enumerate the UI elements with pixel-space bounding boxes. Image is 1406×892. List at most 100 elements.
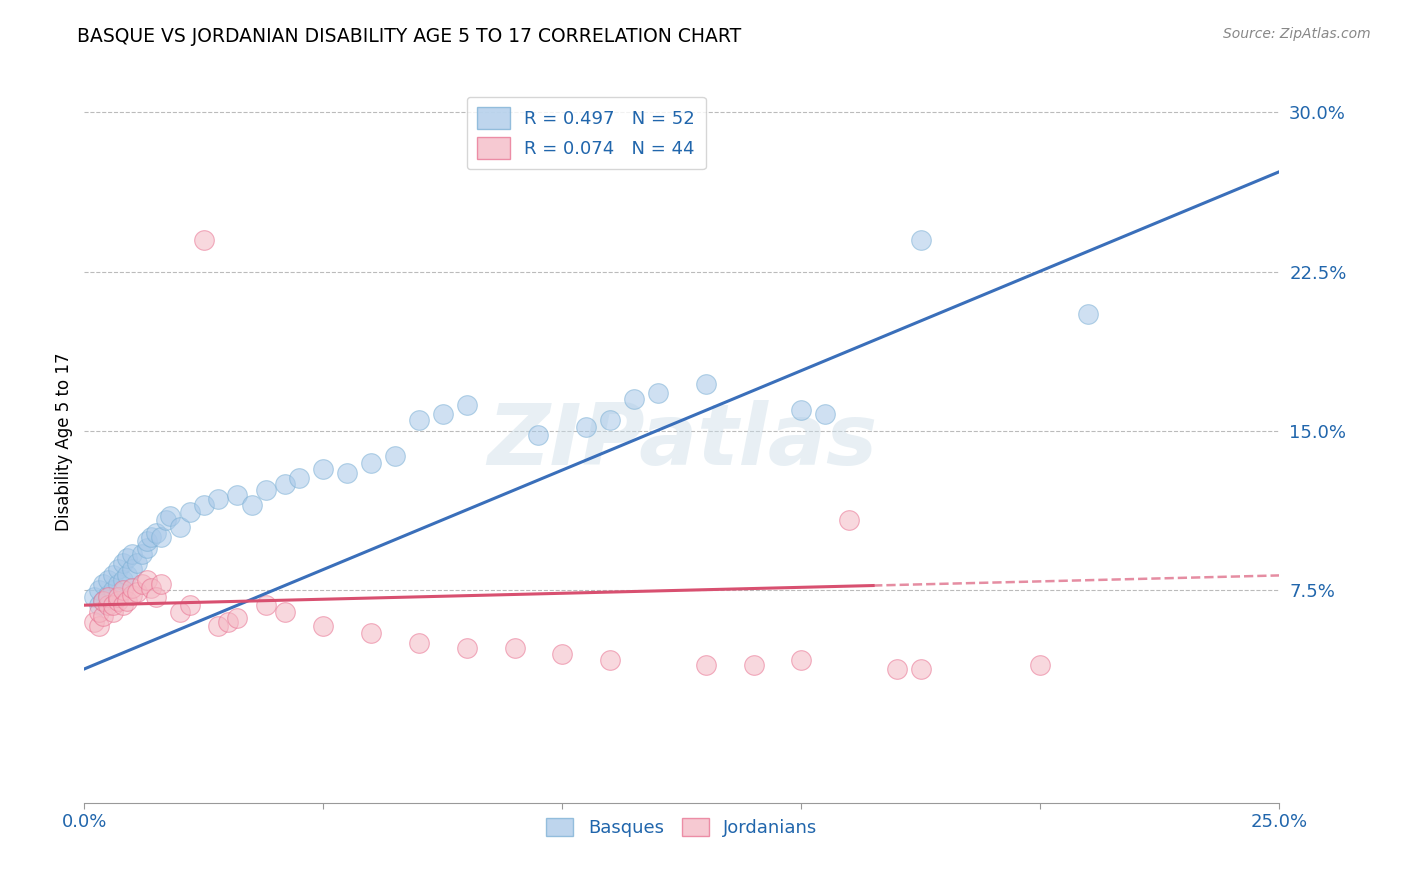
Point xyxy=(141,581,163,595)
Point xyxy=(1077,307,1099,321)
Point xyxy=(599,653,621,667)
Point xyxy=(93,608,115,623)
Point xyxy=(169,519,191,533)
Point xyxy=(360,456,382,470)
Point xyxy=(117,594,139,608)
Point xyxy=(226,611,249,625)
Point xyxy=(97,588,120,602)
Point xyxy=(131,577,153,591)
Point xyxy=(87,583,110,598)
Point xyxy=(742,657,765,672)
Point xyxy=(408,636,430,650)
Point xyxy=(83,590,105,604)
Point xyxy=(87,605,110,619)
Point xyxy=(179,598,201,612)
Point xyxy=(274,605,297,619)
Point xyxy=(179,505,201,519)
Point xyxy=(93,577,115,591)
Point xyxy=(623,392,645,406)
Point xyxy=(97,590,120,604)
Point xyxy=(121,562,143,576)
Point xyxy=(107,577,129,591)
Point xyxy=(312,462,335,476)
Point xyxy=(695,657,717,672)
Point xyxy=(111,583,134,598)
Point xyxy=(838,513,860,527)
Point xyxy=(121,581,143,595)
Point xyxy=(207,491,229,506)
Point xyxy=(101,583,124,598)
Point xyxy=(107,590,129,604)
Point xyxy=(155,513,177,527)
Point xyxy=(135,573,157,587)
Point xyxy=(695,377,717,392)
Point xyxy=(131,547,153,561)
Point xyxy=(97,573,120,587)
Point xyxy=(83,615,105,630)
Point xyxy=(125,556,148,570)
Text: BASQUE VS JORDANIAN DISABILITY AGE 5 TO 17 CORRELATION CHART: BASQUE VS JORDANIAN DISABILITY AGE 5 TO … xyxy=(77,27,741,45)
Point xyxy=(193,233,215,247)
Point xyxy=(135,541,157,555)
Point xyxy=(814,407,837,421)
Point xyxy=(87,598,110,612)
Y-axis label: Disability Age 5 to 17: Disability Age 5 to 17 xyxy=(55,352,73,531)
Point xyxy=(384,450,406,464)
Point xyxy=(107,594,129,608)
Point xyxy=(254,598,277,612)
Point xyxy=(101,598,124,612)
Point xyxy=(240,498,263,512)
Point xyxy=(93,594,115,608)
Point xyxy=(159,508,181,523)
Point xyxy=(101,568,124,582)
Point xyxy=(149,577,172,591)
Text: ZIPatlas: ZIPatlas xyxy=(486,400,877,483)
Point xyxy=(408,413,430,427)
Point xyxy=(647,385,669,400)
Point xyxy=(226,488,249,502)
Point xyxy=(145,590,167,604)
Point xyxy=(111,556,134,570)
Point xyxy=(274,477,297,491)
Point xyxy=(121,547,143,561)
Point xyxy=(145,525,167,540)
Point xyxy=(886,662,908,676)
Point xyxy=(910,662,932,676)
Legend: Basques, Jordanians: Basques, Jordanians xyxy=(538,811,825,845)
Point xyxy=(135,534,157,549)
Point xyxy=(254,483,277,498)
Point xyxy=(503,640,526,655)
Point xyxy=(790,653,813,667)
Point xyxy=(312,619,335,633)
Point xyxy=(575,419,598,434)
Point xyxy=(141,530,163,544)
Point xyxy=(111,598,134,612)
Point xyxy=(101,605,124,619)
Point xyxy=(790,402,813,417)
Point xyxy=(1029,657,1052,672)
Point xyxy=(97,598,120,612)
Point xyxy=(599,413,621,427)
Point xyxy=(456,398,478,412)
Point xyxy=(193,498,215,512)
Point xyxy=(456,640,478,655)
Point xyxy=(217,615,239,630)
Point xyxy=(360,625,382,640)
Point xyxy=(527,428,550,442)
Point xyxy=(149,530,172,544)
Point xyxy=(111,573,134,587)
Point xyxy=(93,594,115,608)
Point xyxy=(117,551,139,566)
Point xyxy=(125,585,148,599)
Point xyxy=(288,471,311,485)
Point xyxy=(336,467,359,481)
Point xyxy=(551,647,574,661)
Point xyxy=(432,407,454,421)
Text: Source: ZipAtlas.com: Source: ZipAtlas.com xyxy=(1223,27,1371,41)
Point xyxy=(910,233,932,247)
Point xyxy=(117,568,139,582)
Point xyxy=(121,588,143,602)
Point xyxy=(169,605,191,619)
Point xyxy=(207,619,229,633)
Point xyxy=(87,619,110,633)
